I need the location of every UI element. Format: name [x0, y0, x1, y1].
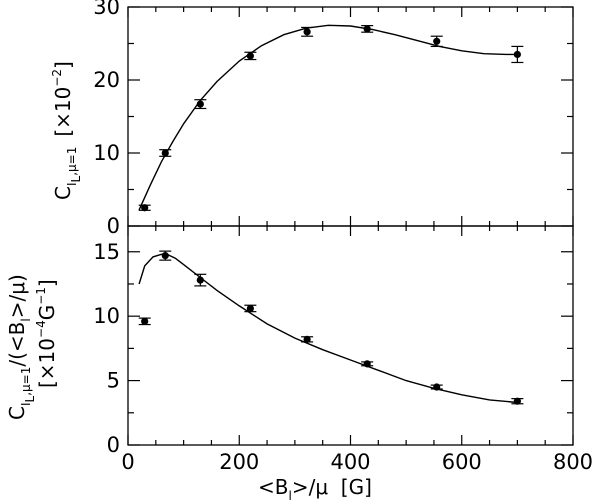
bottom-ylabel-units-exp2: −1 [34, 287, 48, 305]
bottom-panel: 0 200 400 600 800 0 5 10 15 [93, 225, 593, 474]
top-ylabel-sub: I [65, 182, 79, 186]
x-tick-label: 600 [442, 450, 482, 474]
bottom-ylabel-units-prefix: [×10 [35, 338, 59, 388]
x-tick-label: 400 [330, 450, 370, 474]
bottom-ylabel-mu: ,μ=1 [19, 367, 33, 396]
top-y-tick-label: 10 [93, 141, 120, 165]
bottom-ylabel-units-suffix: ] [35, 279, 59, 287]
bottom-ylabel-units-mid: G [35, 305, 59, 321]
top-y-tick-label: 20 [93, 68, 120, 92]
top-ylabel-units-prefix: [×10 [51, 87, 75, 137]
bottom-ylabel-tail: /(<B [5, 322, 29, 367]
bottom-y-axis-label-line1: CIL,μ=1/(<Bl>/μ) [5, 274, 37, 420]
bottom-data-point [303, 335, 311, 343]
top-y-tick-label: 0 [107, 214, 120, 238]
bottom-data-point [161, 252, 169, 260]
bottom-data-point [141, 317, 149, 325]
top-panel: 0 10 20 30 [93, 0, 574, 238]
x-tick-label: 800 [553, 450, 593, 474]
top-ylabel-units-suffix: ] [51, 61, 75, 69]
bottom-data-point [246, 304, 254, 313]
bottom-plot-frame [127, 225, 574, 446]
xlabel-sub: l [288, 489, 291, 502]
bottom-ylabel-sub3: l [19, 318, 33, 321]
bottom-y-axis-label-line2: [×10−4G−1] [34, 279, 59, 388]
x-tick-label: 200 [219, 450, 259, 474]
bottom-ylabel-end: >/μ) [5, 274, 29, 318]
bottom-ylabel-main: C [5, 406, 29, 420]
top-y-axis-label: CIL,μ=1 [×10−2] [50, 61, 83, 200]
top-plot-frame [127, 6, 574, 227]
top-y-tick-label: 30 [93, 0, 120, 19]
bottom-ylabel-sub: I [19, 402, 33, 406]
top-ylabel-main: C [51, 186, 75, 200]
bottom-fit-curve [138, 253, 518, 404]
top-data-point [433, 37, 441, 45]
bottom-data-point [513, 397, 521, 405]
xlabel-suffix: >/μ [G] [292, 475, 372, 499]
bottom-y-tick-label: 10 [93, 304, 120, 328]
top-ylabel-sub2: L [69, 175, 83, 182]
top-data-point [141, 204, 149, 212]
xlabel-prefix: <B [258, 475, 288, 499]
bottom-ylabel-units-exp1: −4 [34, 320, 48, 338]
x-tick-label: 0 [121, 450, 134, 474]
top-ylabel-units-exp: −2 [50, 69, 64, 87]
bottom-y-tick-label: 5 [107, 369, 120, 393]
top-ylabel-mu: ,μ=1 [65, 147, 79, 176]
bottom-y-tick-label: 0 [107, 433, 120, 457]
top-fit-curve [138, 24, 518, 211]
bottom-y-tick-label: 15 [93, 240, 120, 264]
bottom-ylabel-sub2: L [23, 395, 37, 402]
x-axis-label: <Bl>/μ [G] [258, 475, 372, 502]
top-data-point [303, 28, 311, 36]
